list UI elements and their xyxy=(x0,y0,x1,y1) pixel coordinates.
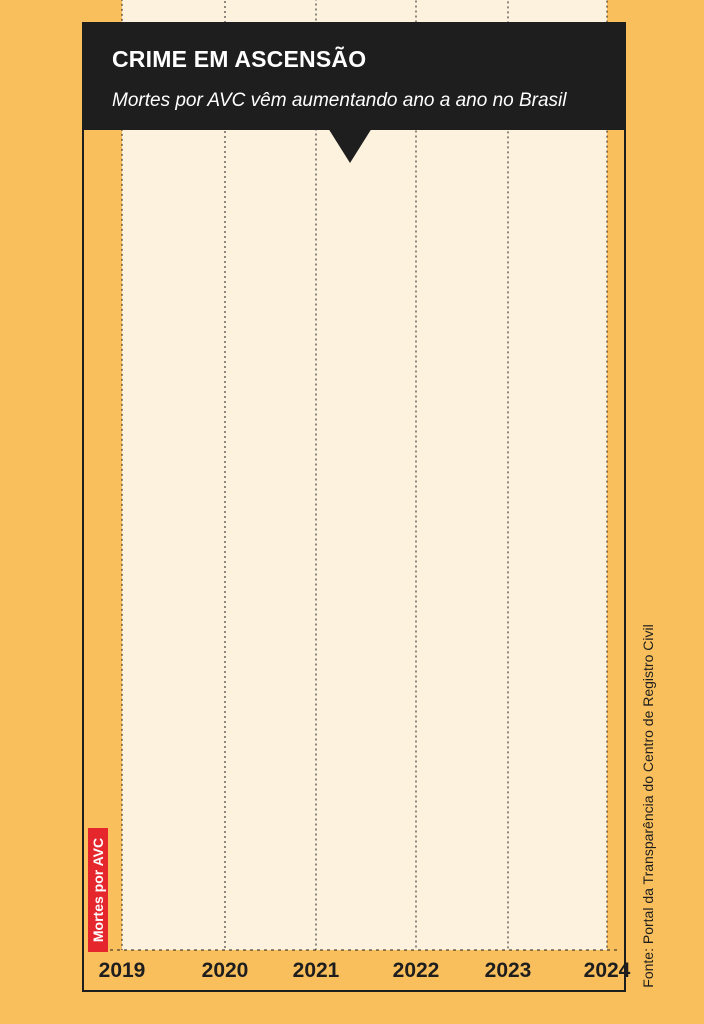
area-fill xyxy=(122,0,607,950)
x-tick-label: 2022 xyxy=(393,959,440,982)
x-tick-label: 2020 xyxy=(202,959,249,982)
x-tick-label: 2021 xyxy=(293,959,340,982)
x-tick-label: 2019 xyxy=(99,959,146,982)
source-note: Fonte: Portal da Transparência do Centro… xyxy=(640,624,656,988)
header-pointer xyxy=(328,128,372,163)
x-tick-label: 2024 xyxy=(584,959,631,982)
chart-header: CRIME EM ASCENSÃO Mortes por AVC vêm aum… xyxy=(82,22,626,130)
chart-subtitle: Mortes por AVC vêm aumentando ano a ano … xyxy=(112,90,567,111)
x-tick-label: 2023 xyxy=(485,959,532,982)
chart-title: CRIME EM ASCENSÃO xyxy=(112,46,367,72)
y-axis-label-box: Mortes por AVC xyxy=(88,828,108,952)
y-axis-label: Mortes por AVC xyxy=(90,837,106,943)
